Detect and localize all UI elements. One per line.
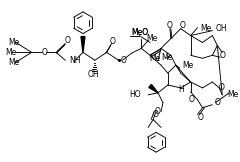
Text: Me: Me — [200, 24, 212, 33]
Text: Me: Me — [227, 90, 238, 99]
Text: Me: Me — [5, 48, 16, 57]
Text: Me: Me — [146, 34, 157, 43]
Text: O: O — [110, 37, 115, 46]
Text: Me: Me — [162, 53, 173, 62]
Text: HO: HO — [130, 90, 141, 99]
Text: O: O — [42, 48, 47, 57]
Text: H: H — [178, 85, 184, 94]
Text: O: O — [152, 110, 158, 119]
Text: Me: Me — [183, 61, 194, 70]
Text: O: O — [180, 21, 186, 30]
Text: O: O — [214, 98, 220, 107]
Text: Me: Me — [8, 58, 19, 67]
Text: NH: NH — [69, 56, 81, 65]
Text: O: O — [198, 113, 204, 122]
Text: OH: OH — [88, 70, 100, 79]
Text: MeO: MeO — [131, 28, 149, 37]
Text: O: O — [155, 107, 161, 116]
Text: O: O — [64, 36, 70, 45]
Text: Me: Me — [149, 54, 160, 63]
Text: MeO: MeO — [131, 28, 149, 37]
Text: OH: OH — [215, 24, 227, 33]
Text: O: O — [219, 51, 225, 60]
Polygon shape — [149, 84, 158, 93]
Text: O: O — [120, 56, 126, 65]
Text: O: O — [189, 95, 195, 104]
Text: O: O — [167, 21, 173, 30]
Polygon shape — [81, 37, 85, 52]
Text: Me: Me — [8, 38, 19, 47]
Text: O: O — [218, 83, 224, 92]
